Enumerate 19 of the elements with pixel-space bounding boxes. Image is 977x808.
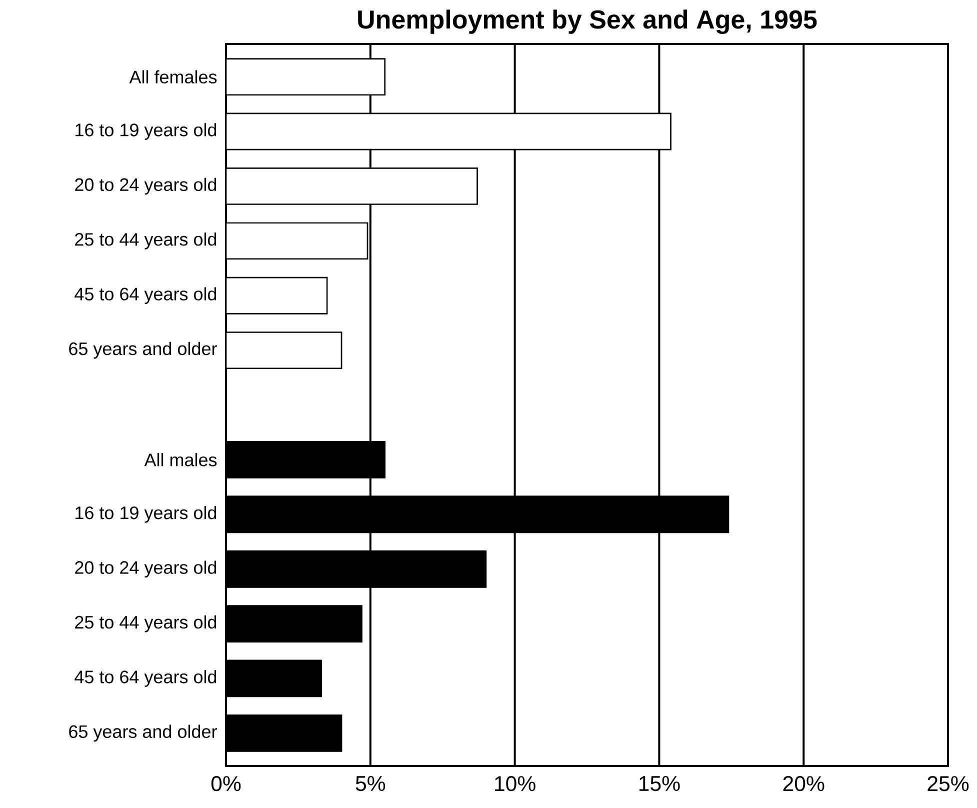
y-tick-label: All females (129, 70, 217, 84)
x-tick-label: 25% (928, 776, 969, 792)
x-tick-label: 5% (356, 776, 386, 792)
y-tick-label: 20 to 24 years old (75, 560, 216, 578)
y-tick-label: 16 to 19 years old (76, 123, 216, 140)
y-tick-label: 25 to 44 years old (75, 615, 216, 632)
y-tick-label: 16 to 19 years old (76, 506, 216, 523)
y-tick-label: 20 to 24 years old (75, 178, 216, 195)
x-tick-label: 10% (495, 776, 536, 792)
x-tick-label: 20% (783, 776, 824, 792)
x-tick-label: 0% (211, 776, 241, 792)
y-tick-label: 65 years and older (69, 724, 217, 742)
chart-title: Unemployment by Sex and Age, 1995 (358, 10, 817, 34)
y-tick-label: 45 to 64 years old (74, 287, 216, 304)
y-tick-label: All males (144, 453, 217, 466)
y-tick-label: 45 to 64 years old (74, 670, 216, 687)
y-tick-label: 65 years and older (69, 342, 217, 359)
x-tick-label: 15% (639, 776, 680, 792)
y-tick-label: 25 to 44 years old (75, 232, 216, 250)
